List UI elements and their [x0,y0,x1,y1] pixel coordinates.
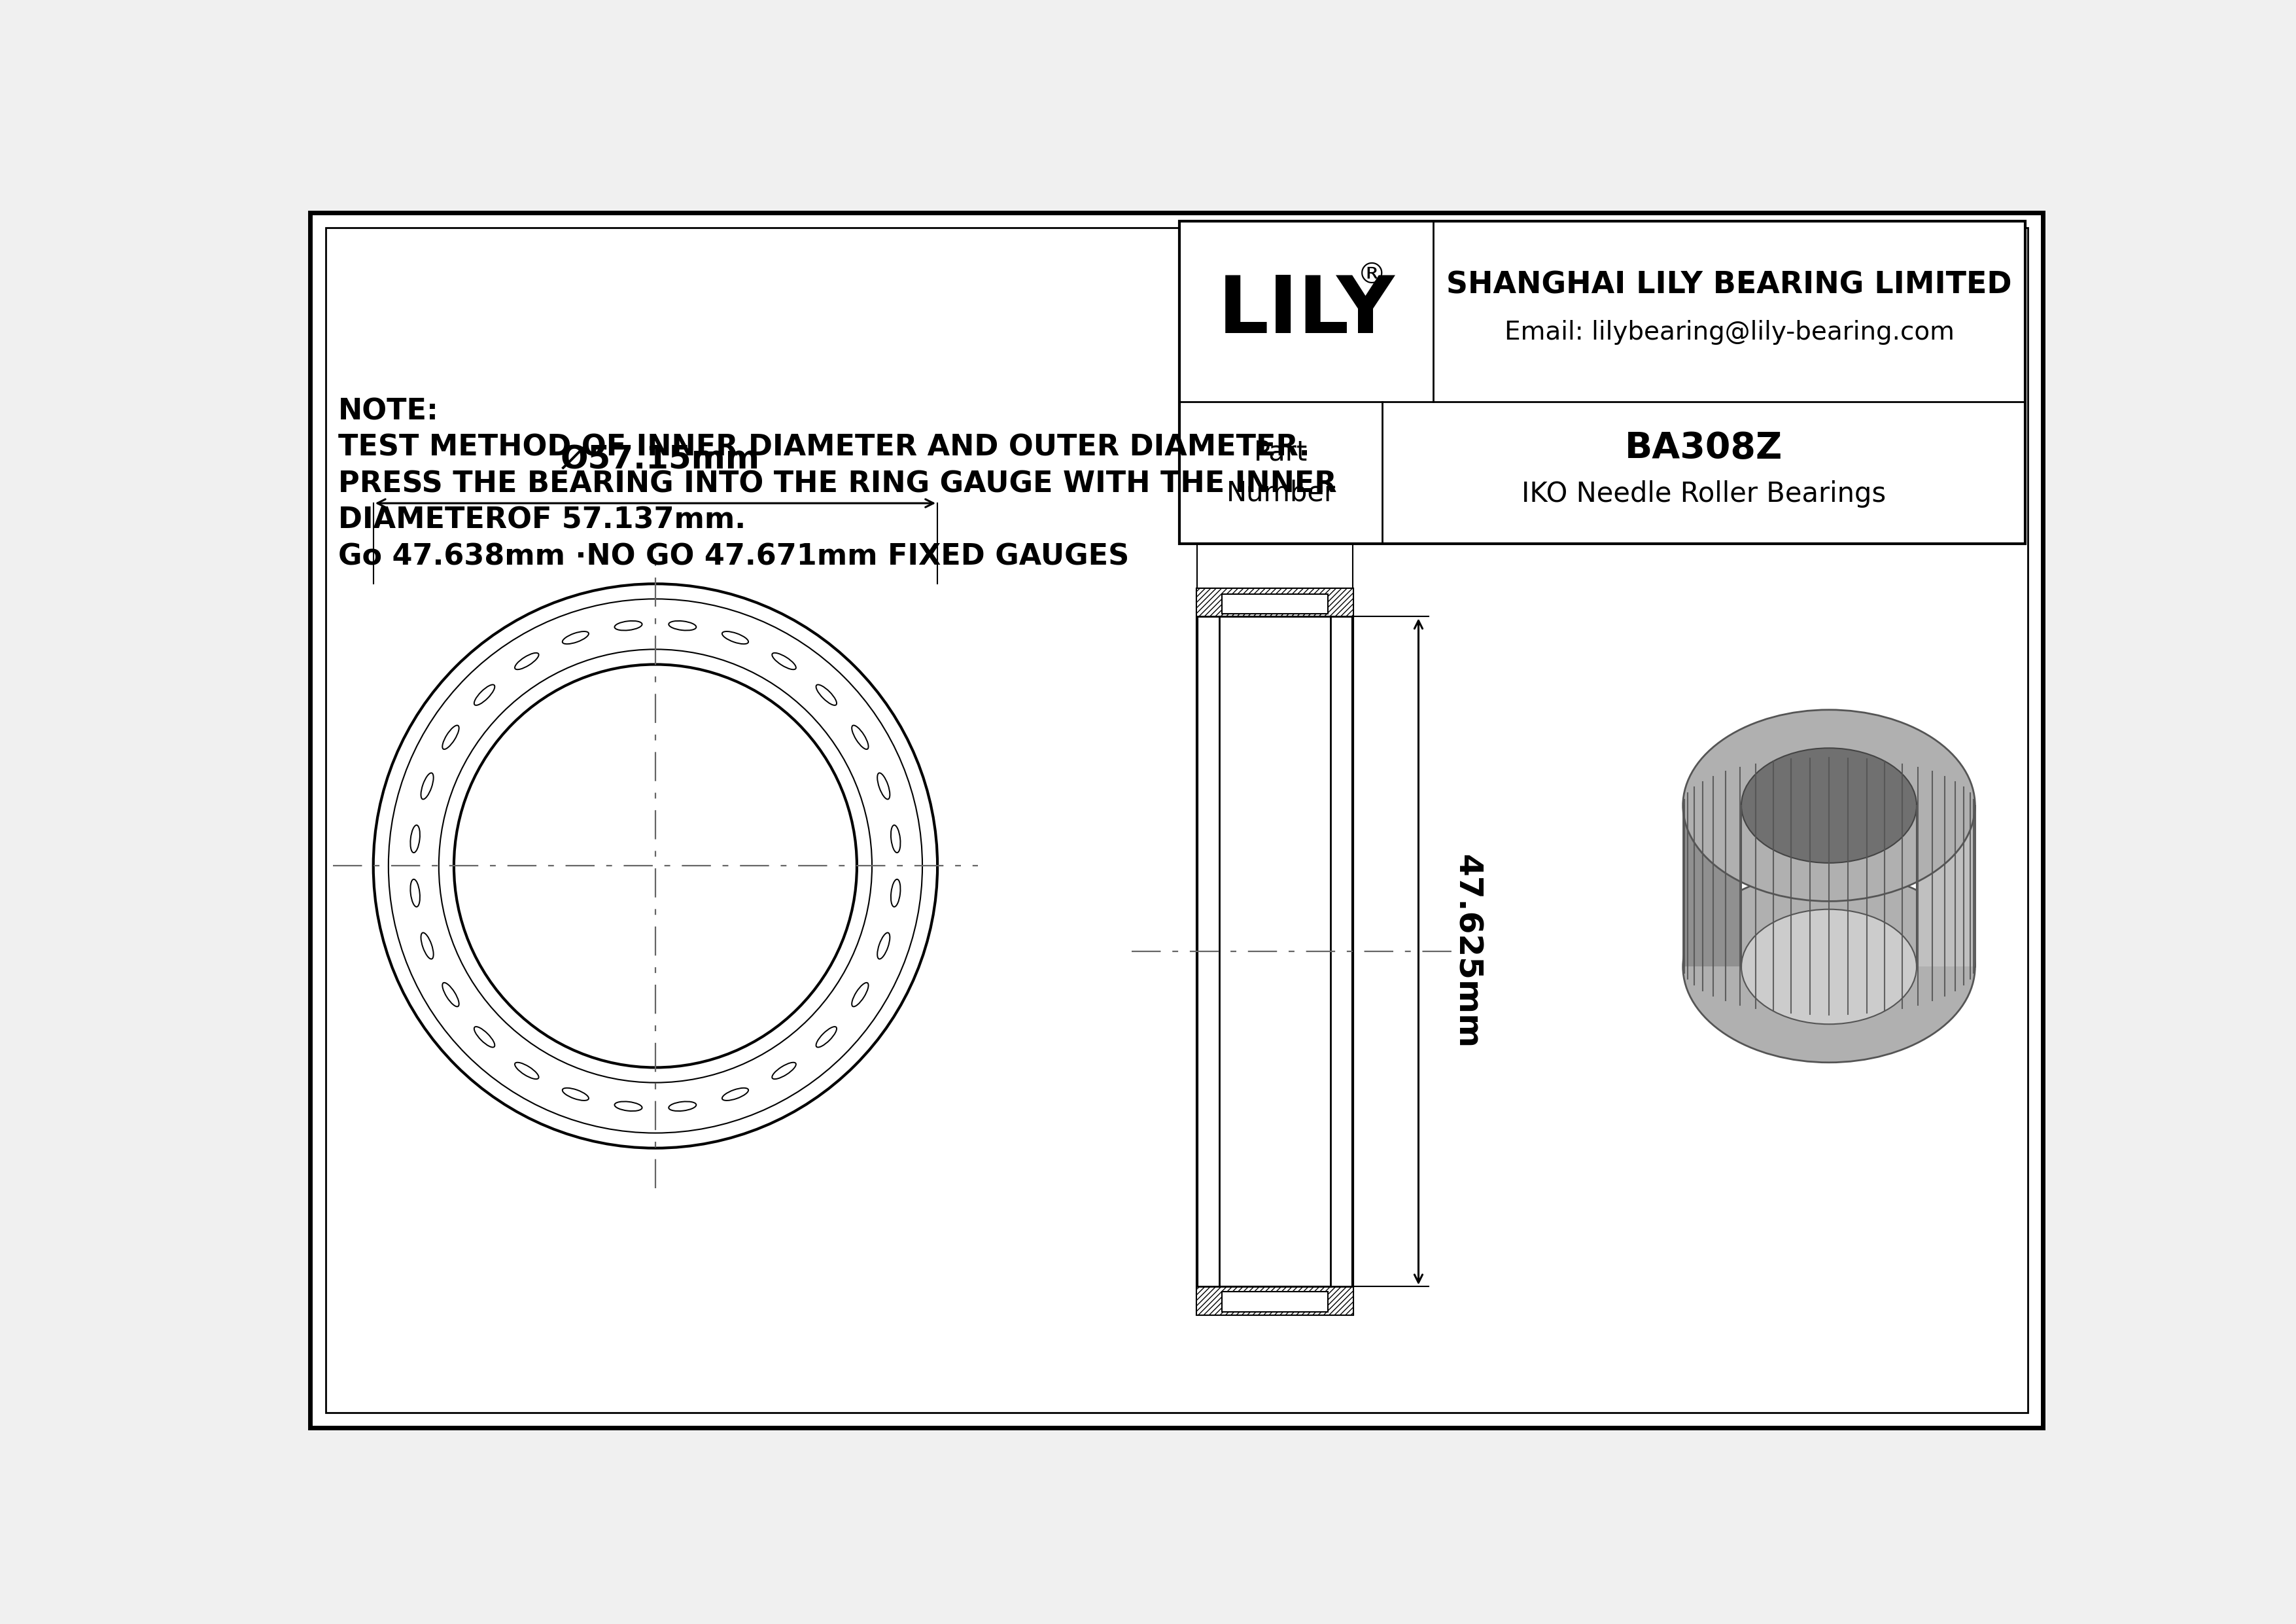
Text: PRESS THE BEARING INTO THE RING GAUGE WITH THE INNER: PRESS THE BEARING INTO THE RING GAUGE WI… [338,469,1336,499]
Ellipse shape [1683,870,1975,1062]
Polygon shape [1917,806,1975,966]
Text: BA308Z: BA308Z [1626,430,1782,466]
Bar [1180,221,2025,544]
Text: SHANGHAI LILY BEARING LIMITED: SHANGHAI LILY BEARING LIMITED [1446,271,2011,300]
Bar [1196,1286,1352,1314]
Text: Part
Number: Part Number [1226,438,1336,507]
Polygon shape [1683,806,1740,966]
Text: Email: lilybearing@lily-bearing.com: Email: lilybearing@lily-bearing.com [1504,320,1954,344]
Text: Ø57.15mm: Ø57.15mm [560,443,760,476]
Text: NOTE:: NOTE: [338,398,439,425]
Bar [1196,590,1352,617]
Text: TEST METHOD OF INNER DIAMETER AND OUTER DIAMETER.: TEST METHOD OF INNER DIAMETER AND OUTER … [338,434,1309,461]
Text: IKO Needle Roller Bearings: IKO Needle Roller Bearings [1522,481,1885,507]
Text: 12.7mm: 12.7mm [1201,474,1350,505]
Text: DIAMETEROF 57.137mm.: DIAMETEROF 57.137mm. [338,507,746,534]
Text: LILY: LILY [1217,273,1394,349]
Ellipse shape [1740,749,1917,862]
Text: 47.625mm: 47.625mm [1451,854,1483,1049]
Ellipse shape [1683,710,1975,901]
Text: Go 47.638mm ·NO GO 47.671mm FIXED GAUGES: Go 47.638mm ·NO GO 47.671mm FIXED GAUGES [338,542,1130,570]
Text: ®: ® [1357,261,1387,289]
Ellipse shape [1740,909,1917,1025]
Bar [1221,1291,1327,1312]
Bar [1221,594,1327,614]
Bar [1196,590,1352,1314]
